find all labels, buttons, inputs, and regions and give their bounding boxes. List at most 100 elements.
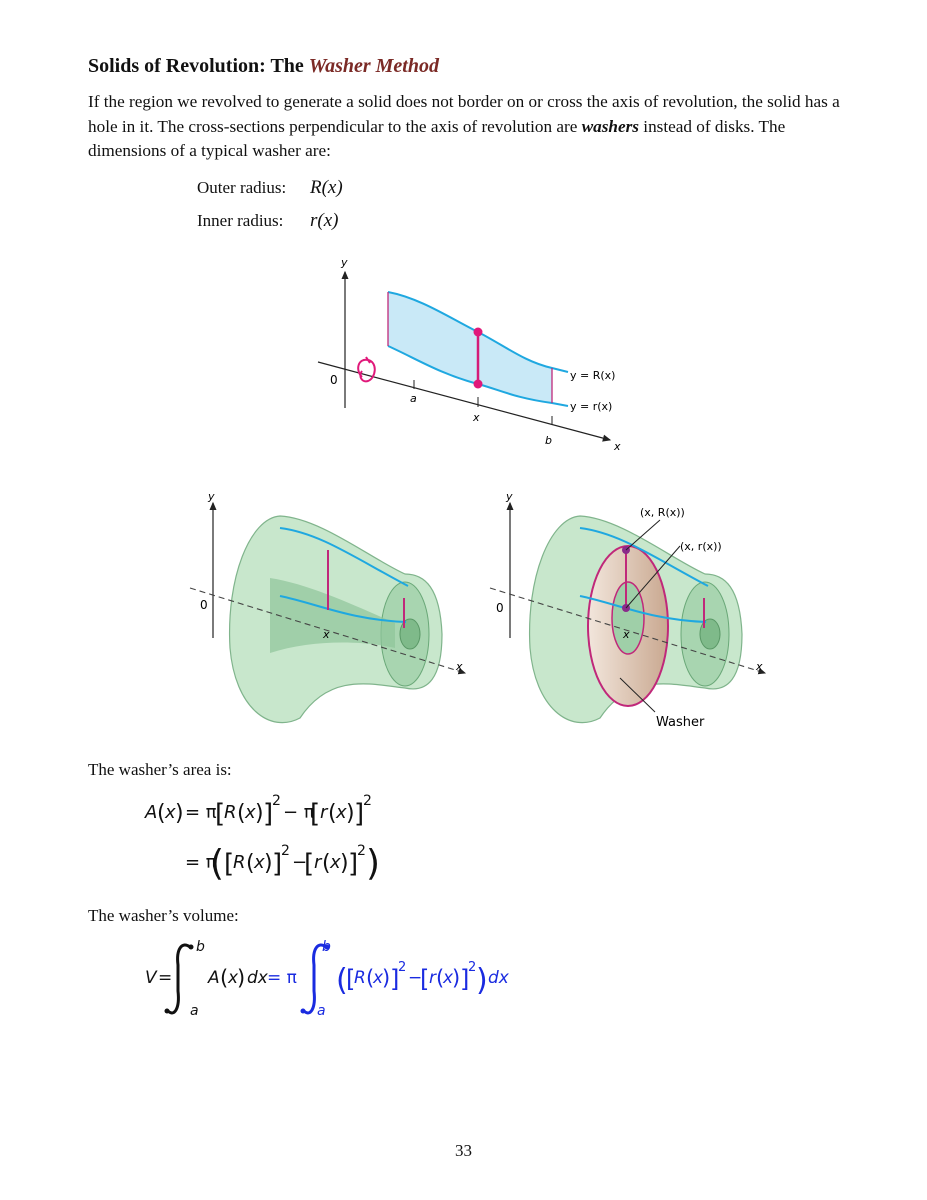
svg-text:−: − xyxy=(408,968,422,988)
upper-curve-label: y = R(x) xyxy=(570,369,615,382)
svg-text:]: ] xyxy=(460,965,469,993)
tick-x-label: x xyxy=(472,411,480,424)
volume-caption: The washer’s volume: xyxy=(88,906,239,925)
svg-text:A: A xyxy=(144,802,157,823)
svg-text:[: [ xyxy=(215,799,225,829)
svg-text:x: x xyxy=(244,802,256,823)
svg-text:): ) xyxy=(382,966,390,990)
svg-text:x: x xyxy=(442,968,454,988)
svg-text:): ) xyxy=(476,963,488,998)
svg-text:(: ( xyxy=(322,851,331,876)
lower-edge-curve xyxy=(579,595,707,623)
inner-radius-label: Inner radius: xyxy=(197,211,284,230)
svg-text:=: = xyxy=(158,968,172,988)
area-equation: A ( x ) = π [ R ( x ) ] 2 − π [ r ( x ) … xyxy=(144,793,380,884)
solid-inner-surface xyxy=(270,578,395,653)
svg-text:(: ( xyxy=(436,966,444,990)
intro-emphasis: washers xyxy=(581,116,639,136)
svg-text:]: ] xyxy=(272,849,282,879)
area-caption: The washer’s area is: xyxy=(88,760,232,779)
intro-paragraph: If the region we revolved to generate a … xyxy=(88,90,858,164)
svg-text:2: 2 xyxy=(468,960,476,975)
svg-text:x: x xyxy=(164,802,176,823)
svg-text:): ) xyxy=(264,851,273,876)
svg-text:2: 2 xyxy=(398,960,406,975)
svg-text:(: ( xyxy=(237,801,246,826)
svg-text:[: [ xyxy=(224,849,234,879)
volume-equation: V = b a A ( x ) dx = π b a ( [ R ( x ) ]… xyxy=(145,939,510,1019)
svg-text:(: ( xyxy=(210,843,224,884)
outer-radius-value: R(x) xyxy=(310,177,343,198)
inner-radius-value: r(x) xyxy=(310,210,339,231)
upper-edge-curve xyxy=(579,527,709,587)
inner-point-leader xyxy=(625,545,681,609)
x-axis-label: x xyxy=(613,440,621,453)
svg-text:= π: = π xyxy=(185,802,217,823)
svg-text:]: ] xyxy=(263,799,273,829)
svg-text:= π: = π xyxy=(185,852,217,873)
svg-text:b: b xyxy=(196,939,205,955)
svg-text:[: [ xyxy=(346,965,355,993)
washer-label: Washer xyxy=(656,715,705,730)
inner-radius-row: Inner radius: r(x) xyxy=(197,210,338,232)
rotation-arrow-icon xyxy=(357,356,376,383)
intro-text-2: instead of disks. The dimensions of a ty… xyxy=(88,116,786,161)
tick-a-label: a xyxy=(410,392,417,405)
svg-text:r: r xyxy=(320,802,329,823)
svg-text:− π: − π xyxy=(283,802,315,823)
svg-text:2: 2 xyxy=(363,793,372,809)
svg-text:(: ( xyxy=(328,801,337,826)
x-axis-label: x xyxy=(755,660,763,673)
shaded-region xyxy=(388,292,552,403)
origin-label: 0 xyxy=(200,598,208,612)
svg-text:x: x xyxy=(227,968,239,988)
x-axis-line xyxy=(317,361,612,442)
svg-text:= π: = π xyxy=(267,968,297,988)
washer-leader xyxy=(619,677,656,713)
svg-text:x: x xyxy=(335,802,347,823)
svg-text:): ) xyxy=(452,966,460,990)
svg-text:(: ( xyxy=(336,963,348,998)
svg-text:A: A xyxy=(207,968,220,988)
svg-text:V: V xyxy=(145,968,158,988)
x-axis-line xyxy=(189,587,467,675)
region-figure: y x 0 a x b y = R(x) y = r(x) xyxy=(317,256,621,453)
lower-curve-label: y = r(x) xyxy=(570,400,612,413)
title-prefix: Solids of Revolution: The xyxy=(88,55,309,77)
origin-label: 0 xyxy=(496,601,504,615)
svg-text:]: ] xyxy=(348,849,358,879)
svg-text:[: [ xyxy=(304,849,314,879)
svg-text:dx: dx xyxy=(247,968,269,988)
svg-text:): ) xyxy=(175,801,184,826)
outer-point-label: (x, R(x)) xyxy=(640,506,685,519)
tick-x-label: x xyxy=(622,628,630,641)
svg-text:a: a xyxy=(190,1003,199,1019)
outer-point-leader xyxy=(625,519,661,551)
svg-text:(: ( xyxy=(366,966,374,990)
svg-text:): ) xyxy=(346,801,355,826)
origin-label: 0 xyxy=(330,373,338,387)
svg-text:(: ( xyxy=(157,801,166,826)
svg-text:x: x xyxy=(253,852,265,873)
title-highlight: Washer Method xyxy=(308,55,439,77)
svg-text:(: ( xyxy=(220,966,228,990)
svg-text:[: [ xyxy=(420,965,429,993)
svg-text:2: 2 xyxy=(272,793,281,809)
washer-figure: y 0 x (x, R(x)) (x, r(x)) Washer x xyxy=(489,490,767,730)
svg-text:x: x xyxy=(329,852,341,873)
outer-radius-row: Outer radius: R(x) xyxy=(197,177,343,199)
upper-point xyxy=(473,327,483,337)
svg-text:−: − xyxy=(292,852,307,873)
svg-text:(: ( xyxy=(246,851,255,876)
solid-figure: y 0 x x xyxy=(189,490,467,724)
svg-text:2: 2 xyxy=(281,843,290,859)
lower-point xyxy=(473,379,483,389)
page-title: Solids of Revolution: The Washer Method xyxy=(88,55,439,78)
svg-text:R: R xyxy=(224,802,237,823)
y-axis-label: y xyxy=(340,256,348,269)
svg-text:x: x xyxy=(372,968,384,988)
intro-text-1: If the region we revolved to generate a … xyxy=(88,92,840,136)
svg-text:): ) xyxy=(366,843,380,884)
y-axis-label: y xyxy=(207,490,215,503)
svg-text:[: [ xyxy=(310,799,320,829)
